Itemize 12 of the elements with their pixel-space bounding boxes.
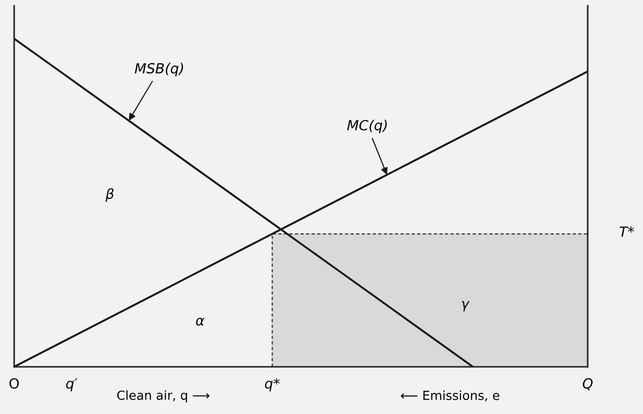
- text: ⟵ Emissions, e: [400, 390, 500, 402]
- x-tick-label: q*: [265, 378, 280, 392]
- annotation: β: [105, 188, 114, 202]
- annotation: γ: [462, 300, 470, 312]
- x-axis-title: Clean air, q ⟶: [117, 390, 210, 402]
- x-tick-label: Q: [582, 378, 593, 390]
- text: T*: [620, 226, 634, 237]
- x-tick-label: O: [9, 378, 19, 389]
- x-tick-label: q′: [66, 378, 78, 392]
- annotation: α: [196, 318, 204, 326]
- text: MC(q): [347, 120, 387, 134]
- text: MSB(q): [134, 62, 183, 76]
